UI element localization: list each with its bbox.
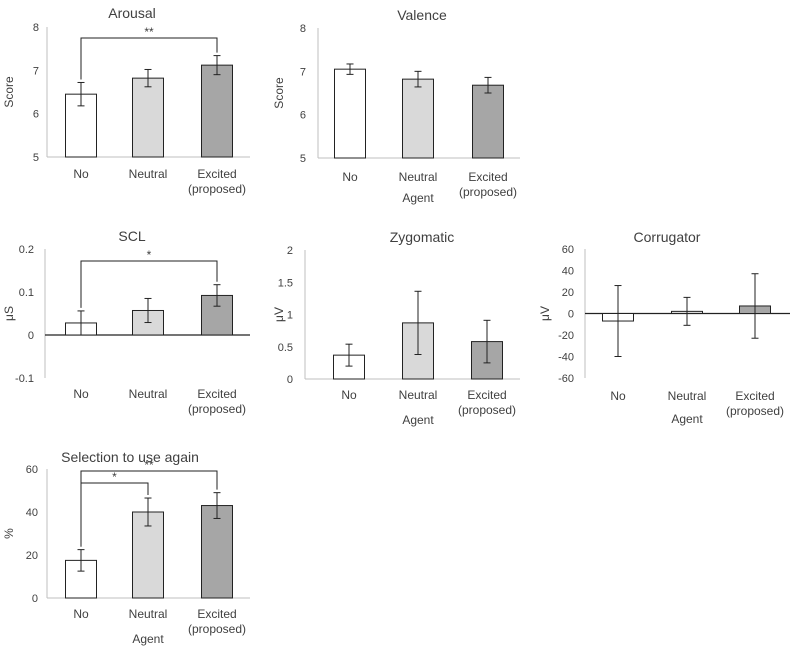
chart-panel-5: Selection to use again% 0 20 40 60 No Neutral E… <box>2 449 250 646</box>
category-label: Excited <box>197 167 236 181</box>
significance-bracket <box>80 37 218 80</box>
category-label: Neutral <box>129 387 168 401</box>
y-tick-label: 0.1 <box>19 287 34 299</box>
bar-1 <box>402 78 434 159</box>
chart-title: Selection to use again <box>61 449 199 465</box>
x-axis-label: Agent <box>402 191 434 205</box>
y-tick-label: -60 <box>558 373 574 385</box>
significance-bracket <box>80 260 218 308</box>
chart-panel-3: Zygomatic μV 0 0.5 1 1.5 2 No Neutral Excited(pro… <box>272 229 520 427</box>
category-label: (proposed) <box>188 622 246 636</box>
category-label: (proposed) <box>459 185 517 199</box>
y-tick-label: 40 <box>26 507 38 519</box>
y-tick-label: 7 <box>300 66 306 78</box>
x-axis-label: Agent <box>132 632 164 646</box>
y-tick-label: 0.5 <box>278 342 293 354</box>
category-label: Excited <box>197 387 236 401</box>
y-tick-label: 40 <box>562 266 574 278</box>
y-axis-label: μV <box>272 307 286 322</box>
bar-2 <box>201 64 233 158</box>
category-label: No <box>73 607 89 621</box>
chart-title: SCL <box>118 228 145 244</box>
significance-label: ** <box>144 25 154 39</box>
y-tick-label: 7 <box>33 65 39 77</box>
category-label: Excited <box>467 388 506 402</box>
x-axis-label: Agent <box>671 412 703 426</box>
y-tick-label: 5 <box>300 153 306 165</box>
chart-title: Arousal <box>108 5 155 21</box>
y-tick-label: 0.2 <box>19 244 34 256</box>
category-label: Excited <box>735 389 774 403</box>
chart-title: Valence <box>397 7 447 23</box>
y-tick-label: 0 <box>28 330 34 342</box>
y-tick-label: -20 <box>558 330 574 342</box>
category-label: No <box>342 170 358 184</box>
y-tick-label: 60 <box>26 464 38 476</box>
category-label: Excited <box>197 607 236 621</box>
y-tick-label: -0.1 <box>15 373 34 385</box>
y-tick-label: 20 <box>562 287 574 299</box>
x-axis-label: Agent <box>402 413 434 427</box>
chart-panel-2: SCL μS -0.1 0 0.1 0.2 No Neutral Excited(propose… <box>2 228 250 416</box>
bar-0 <box>334 68 366 159</box>
chart-panel-0: Arousal Score 5 6 7 8 No Neutral Excited(propose… <box>2 5 250 196</box>
category-label: Neutral <box>129 167 168 181</box>
y-axis-label: μV <box>538 306 552 321</box>
y-axis-label: Score <box>272 77 286 109</box>
significance-bracket <box>80 470 218 547</box>
y-axis-label: % <box>2 528 16 539</box>
category-label: Neutral <box>399 170 438 184</box>
category-label: No <box>610 389 626 403</box>
y-tick-label: 2 <box>287 245 293 257</box>
chart-title: Zygomatic <box>390 229 455 245</box>
bar-1 <box>132 77 164 158</box>
category-label: (proposed) <box>188 182 246 196</box>
category-label: Neutral <box>129 607 168 621</box>
bar-2 <box>472 84 504 159</box>
category-label: Neutral <box>399 388 438 402</box>
y-tick-label: 6 <box>33 109 39 121</box>
y-tick-label: 0 <box>287 374 293 386</box>
y-tick-label: 1.5 <box>278 277 293 289</box>
chart-panel-1: Valence Score 5 6 7 8 No Neutral Excited(propose… <box>272 7 520 205</box>
y-tick-label: 8 <box>300 23 306 35</box>
y-tick-label: 1 <box>287 310 293 322</box>
category-label: No <box>341 388 357 402</box>
bar-2 <box>201 505 233 599</box>
chart-panel-4: Corrugator μV -60 -40 -20 0 20 40 60 No Neutral Exc… <box>538 229 790 426</box>
category-label: (proposed) <box>726 404 784 418</box>
chart-title: Corrugator <box>634 229 701 245</box>
significance-label: * <box>147 248 152 262</box>
y-tick-label: 0 <box>32 593 38 605</box>
significance-label: * <box>112 470 117 484</box>
y-axis-label: Score <box>2 76 16 108</box>
category-label: (proposed) <box>458 403 516 417</box>
y-axis-label: μS <box>2 306 16 321</box>
y-tick-label: 60 <box>562 244 574 256</box>
y-tick-label: 8 <box>33 22 39 34</box>
category-label: Neutral <box>668 389 707 403</box>
y-tick-label: -40 <box>558 352 574 364</box>
y-tick-label: 5 <box>33 152 39 164</box>
y-tick-label: 6 <box>300 110 306 122</box>
y-tick-label: 0 <box>568 309 574 321</box>
category-label: Excited <box>468 170 507 184</box>
category-label: (proposed) <box>188 402 246 416</box>
category-label: No <box>73 387 89 401</box>
y-tick-label: 20 <box>26 550 38 562</box>
significance-label: ** <box>144 458 154 472</box>
category-label: No <box>73 167 89 181</box>
